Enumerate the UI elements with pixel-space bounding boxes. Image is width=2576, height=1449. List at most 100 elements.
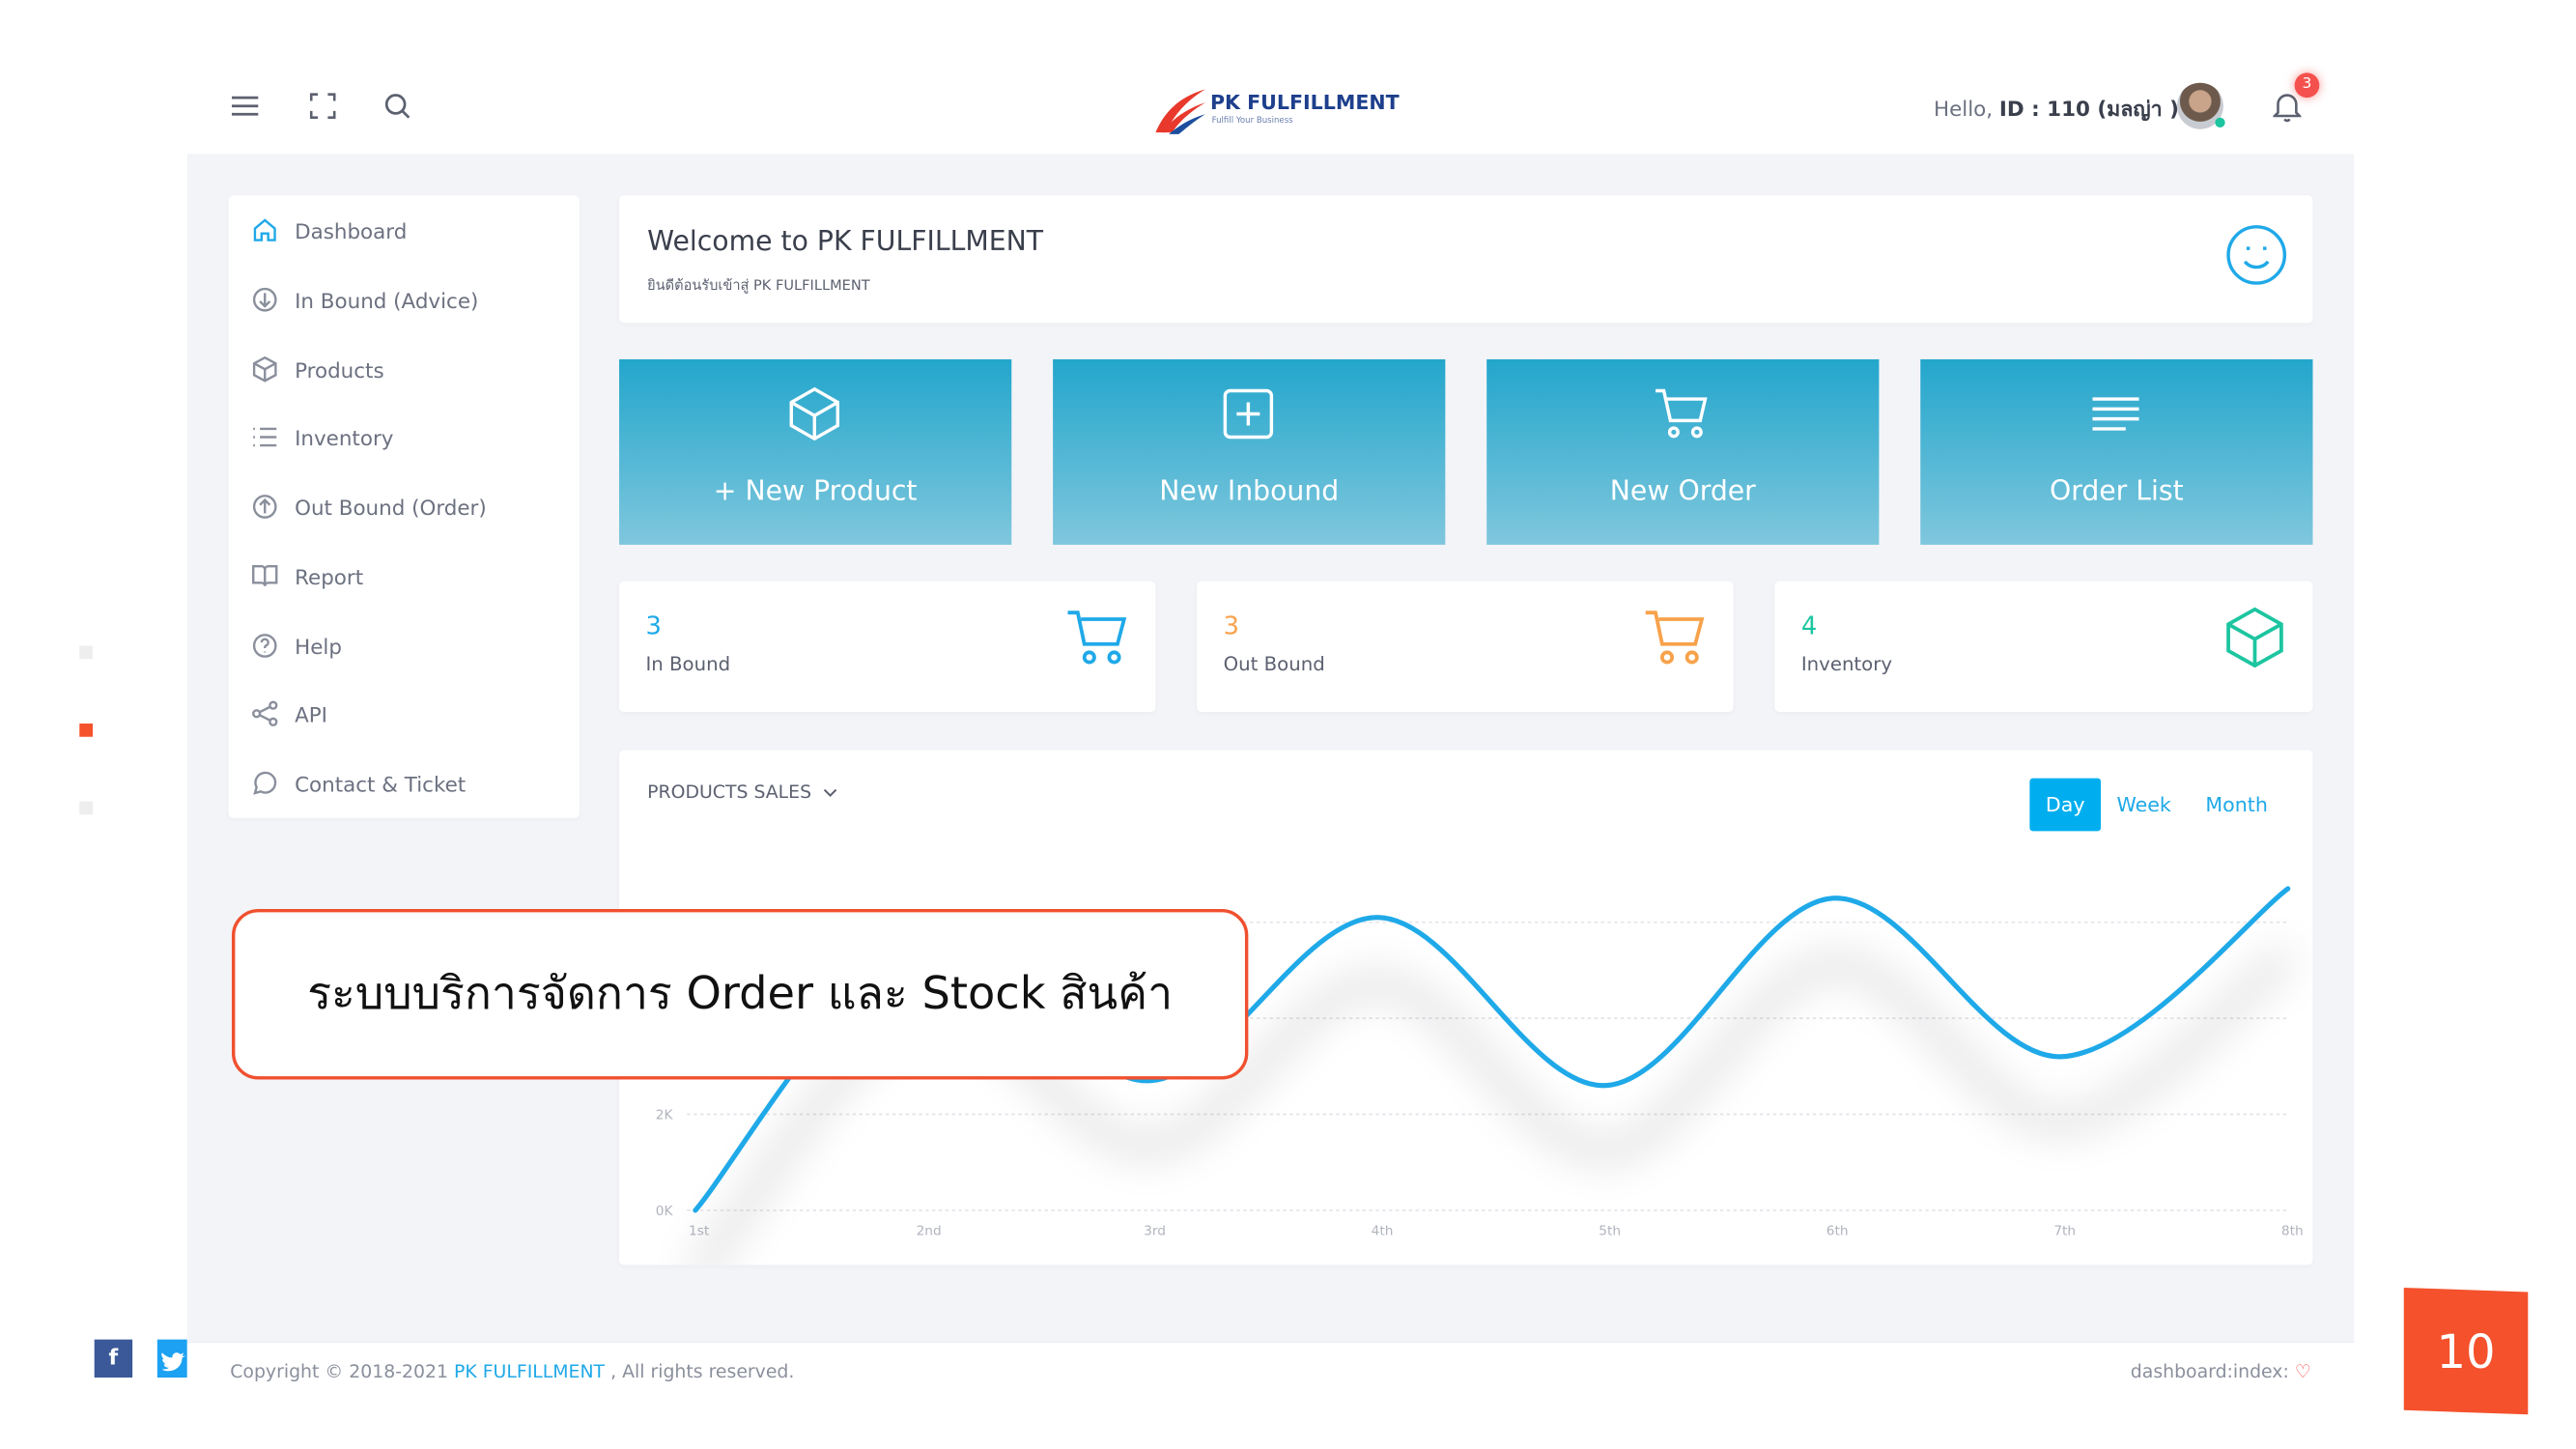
cart-icon — [1645, 611, 1705, 665]
bell-icon[interactable] — [2273, 91, 2302, 123]
share-icon — [252, 700, 278, 726]
sidebar-item-dashboard[interactable]: Dashboard — [252, 211, 408, 250]
sidebar-item-label: Report — [295, 563, 364, 589]
new-product-button[interactable]: + New Product — [619, 358, 1012, 545]
plus-square-icon — [1223, 388, 1274, 440]
tile-label: Order List — [2049, 474, 2184, 507]
copyright: Copyright © 2018-2021 PK FULFILLMENT , A… — [230, 1361, 794, 1382]
route-label: dashboard:index: ♡ — [2131, 1361, 2311, 1382]
footer-brand-link[interactable]: PK FULFILLMENT — [453, 1360, 606, 1383]
y-tick-label: 0K — [656, 1204, 674, 1219]
sidebar: Dashboard In Bound (Advice) Products Inv… — [228, 195, 580, 818]
sidebar-item-label: In Bound (Advice) — [295, 287, 479, 313]
footer: Copyright © 2018-2021 PK FULFILLMENT , A… — [186, 1341, 2355, 1418]
sidebar-item-label: Help — [295, 633, 342, 659]
welcome-card: Welcome to PK FULFILLMENT ยินดีต้อนรับเข… — [619, 195, 2313, 324]
x-tick-label: 6th — [1826, 1224, 1849, 1239]
facebook-button[interactable]: f — [94, 1339, 133, 1378]
stat-value: 4 — [1800, 611, 1818, 641]
online-status-dot — [2215, 117, 2225, 128]
sidebar-item-inbound[interactable]: In Bound (Advice) — [252, 280, 479, 320]
rights-text: , All rights reserved. — [610, 1360, 795, 1383]
sidebar-item-products[interactable]: Products — [252, 350, 384, 389]
home-icon — [253, 218, 276, 242]
y-tick-label: 2K — [656, 1108, 674, 1123]
twitter-button[interactable] — [156, 1339, 187, 1378]
stat-card-inbound[interactable]: 3 In Bound — [619, 581, 1156, 713]
x-tick-label: 7th — [2053, 1224, 2076, 1239]
fullscreen-icon[interactable] — [309, 93, 336, 119]
route-text: dashboard:index: — [2130, 1360, 2289, 1383]
new-inbound-button[interactable]: New Inbound — [1053, 358, 1446, 545]
sidebar-item-label: Out Bound (Order) — [295, 494, 487, 520]
align-justify-icon — [2092, 397, 2139, 431]
top-header — [186, 0, 2355, 155]
cart-icon — [1656, 388, 1708, 439]
range-day-button[interactable]: Day — [2029, 778, 2102, 832]
stat-value: 3 — [1223, 611, 1240, 641]
tile-label: New Inbound — [1159, 474, 1340, 507]
range-week-button[interactable]: Week — [2116, 793, 2171, 817]
sidebar-item-label: Products — [295, 356, 384, 383]
slide-dot[interactable] — [79, 801, 93, 815]
sidebar-item-help[interactable]: Help — [252, 626, 342, 666]
sidebar-item-label: Contact & Ticket — [295, 770, 467, 796]
stat-label: In Bound — [645, 652, 731, 676]
notification-badge: 3 — [2294, 72, 2320, 99]
slide-dot[interactable] — [79, 645, 93, 660]
sidebar-item-report[interactable]: Report — [252, 556, 364, 596]
user-greeting[interactable]: Hello, ID : 110 (มลญ่า ) — [1934, 93, 2179, 126]
user-id: ID : 110 (มลญ่า ) — [1998, 96, 2179, 122]
logo-text: PK FULFILLMENT — [1209, 91, 1400, 115]
stat-card-outbound[interactable]: 3 Out Bound — [1197, 581, 1734, 713]
facebook-icon: f — [108, 1346, 119, 1372]
arrow-up-circle-icon — [252, 495, 277, 519]
x-tick-label: 8th — [2281, 1224, 2304, 1239]
welcome-subtitle: ยินดีต้อนรับเข้าสู่ PK FULFILLMENT — [647, 277, 870, 296]
tile-label: New Order — [1609, 474, 1756, 507]
sidebar-item-label: Dashboard — [295, 217, 408, 243]
box-icon — [252, 355, 277, 383]
sidebar-item-api[interactable]: API — [252, 694, 327, 733]
stat-value: 3 — [645, 611, 662, 641]
heart-icon: ♡ — [2294, 1360, 2311, 1383]
chevron-down-icon — [823, 788, 836, 798]
arrow-down-circle-icon — [252, 287, 277, 312]
x-tick-label: 1st — [689, 1224, 710, 1239]
sidebar-item-outbound[interactable]: Out Bound (Order) — [252, 487, 487, 526]
x-tick-label: 4th — [1372, 1224, 1394, 1239]
stat-card-inventory[interactable]: 4 Inventory — [1774, 581, 2313, 713]
stat-label: Out Bound — [1223, 652, 1325, 676]
greeting-text: Hello, — [1933, 96, 1994, 122]
logo-wing-icon — [1155, 89, 1205, 134]
book-icon — [252, 564, 278, 586]
message-circle-icon — [253, 771, 277, 795]
x-tick-label: 3rd — [1144, 1224, 1166, 1239]
box-icon — [2226, 607, 2283, 668]
stat-label: Inventory — [1800, 652, 1893, 676]
twitter-icon — [161, 1352, 185, 1372]
x-tick-label: 2nd — [917, 1224, 942, 1239]
smile-icon — [2226, 225, 2287, 285]
slide-number: 10 — [2436, 1324, 2496, 1379]
welcome-title: Welcome to PK FULFILLMENT — [647, 225, 1044, 257]
sidebar-item-contact[interactable]: Contact & Ticket — [252, 763, 467, 803]
order-list-button[interactable]: Order List — [1920, 358, 2313, 545]
copyright-text: Copyright © 2018-2021 — [230, 1360, 448, 1383]
chart-title-dropdown[interactable]: PRODUCTS SALES — [647, 781, 836, 803]
new-order-button[interactable]: New Order — [1486, 358, 1880, 545]
logo[interactable]: PK FULFILLMENT Fulfill Your Business — [1152, 86, 1400, 135]
range-month-button[interactable]: Month — [2205, 793, 2268, 817]
callout-text: ระบบบริการจัดการ Order และ Stock สินค้า — [307, 968, 1174, 1020]
slide-dot-active[interactable] — [79, 724, 93, 737]
sidebar-item-label: API — [295, 700, 327, 726]
logo-tagline: Fulfill Your Business — [1211, 115, 1293, 127]
tile-label: + New Product — [713, 474, 918, 507]
callout-box — [231, 908, 1249, 1080]
menu-icon[interactable] — [231, 95, 259, 118]
search-icon[interactable] — [384, 93, 410, 119]
sidebar-item-label: Inventory — [295, 424, 394, 450]
sidebar-item-inventory[interactable]: Inventory — [252, 417, 394, 457]
list-icon — [253, 427, 277, 447]
chart-title: PRODUCTS SALES — [647, 781, 812, 804]
